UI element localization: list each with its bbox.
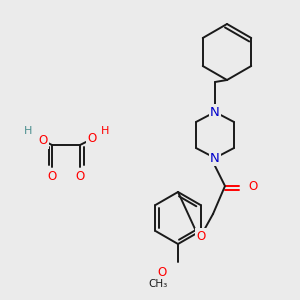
Text: N: N: [210, 106, 220, 118]
Text: O: O: [75, 170, 85, 184]
Text: O: O: [158, 266, 166, 278]
Text: N: N: [210, 152, 220, 164]
Text: O: O: [248, 179, 258, 193]
Text: H: H: [101, 126, 109, 136]
Text: O: O: [87, 133, 97, 146]
Text: H: H: [24, 126, 32, 136]
Text: O: O: [196, 230, 206, 242]
Text: CH₃: CH₃: [148, 279, 167, 289]
Text: O: O: [38, 134, 48, 148]
Text: O: O: [47, 170, 57, 184]
